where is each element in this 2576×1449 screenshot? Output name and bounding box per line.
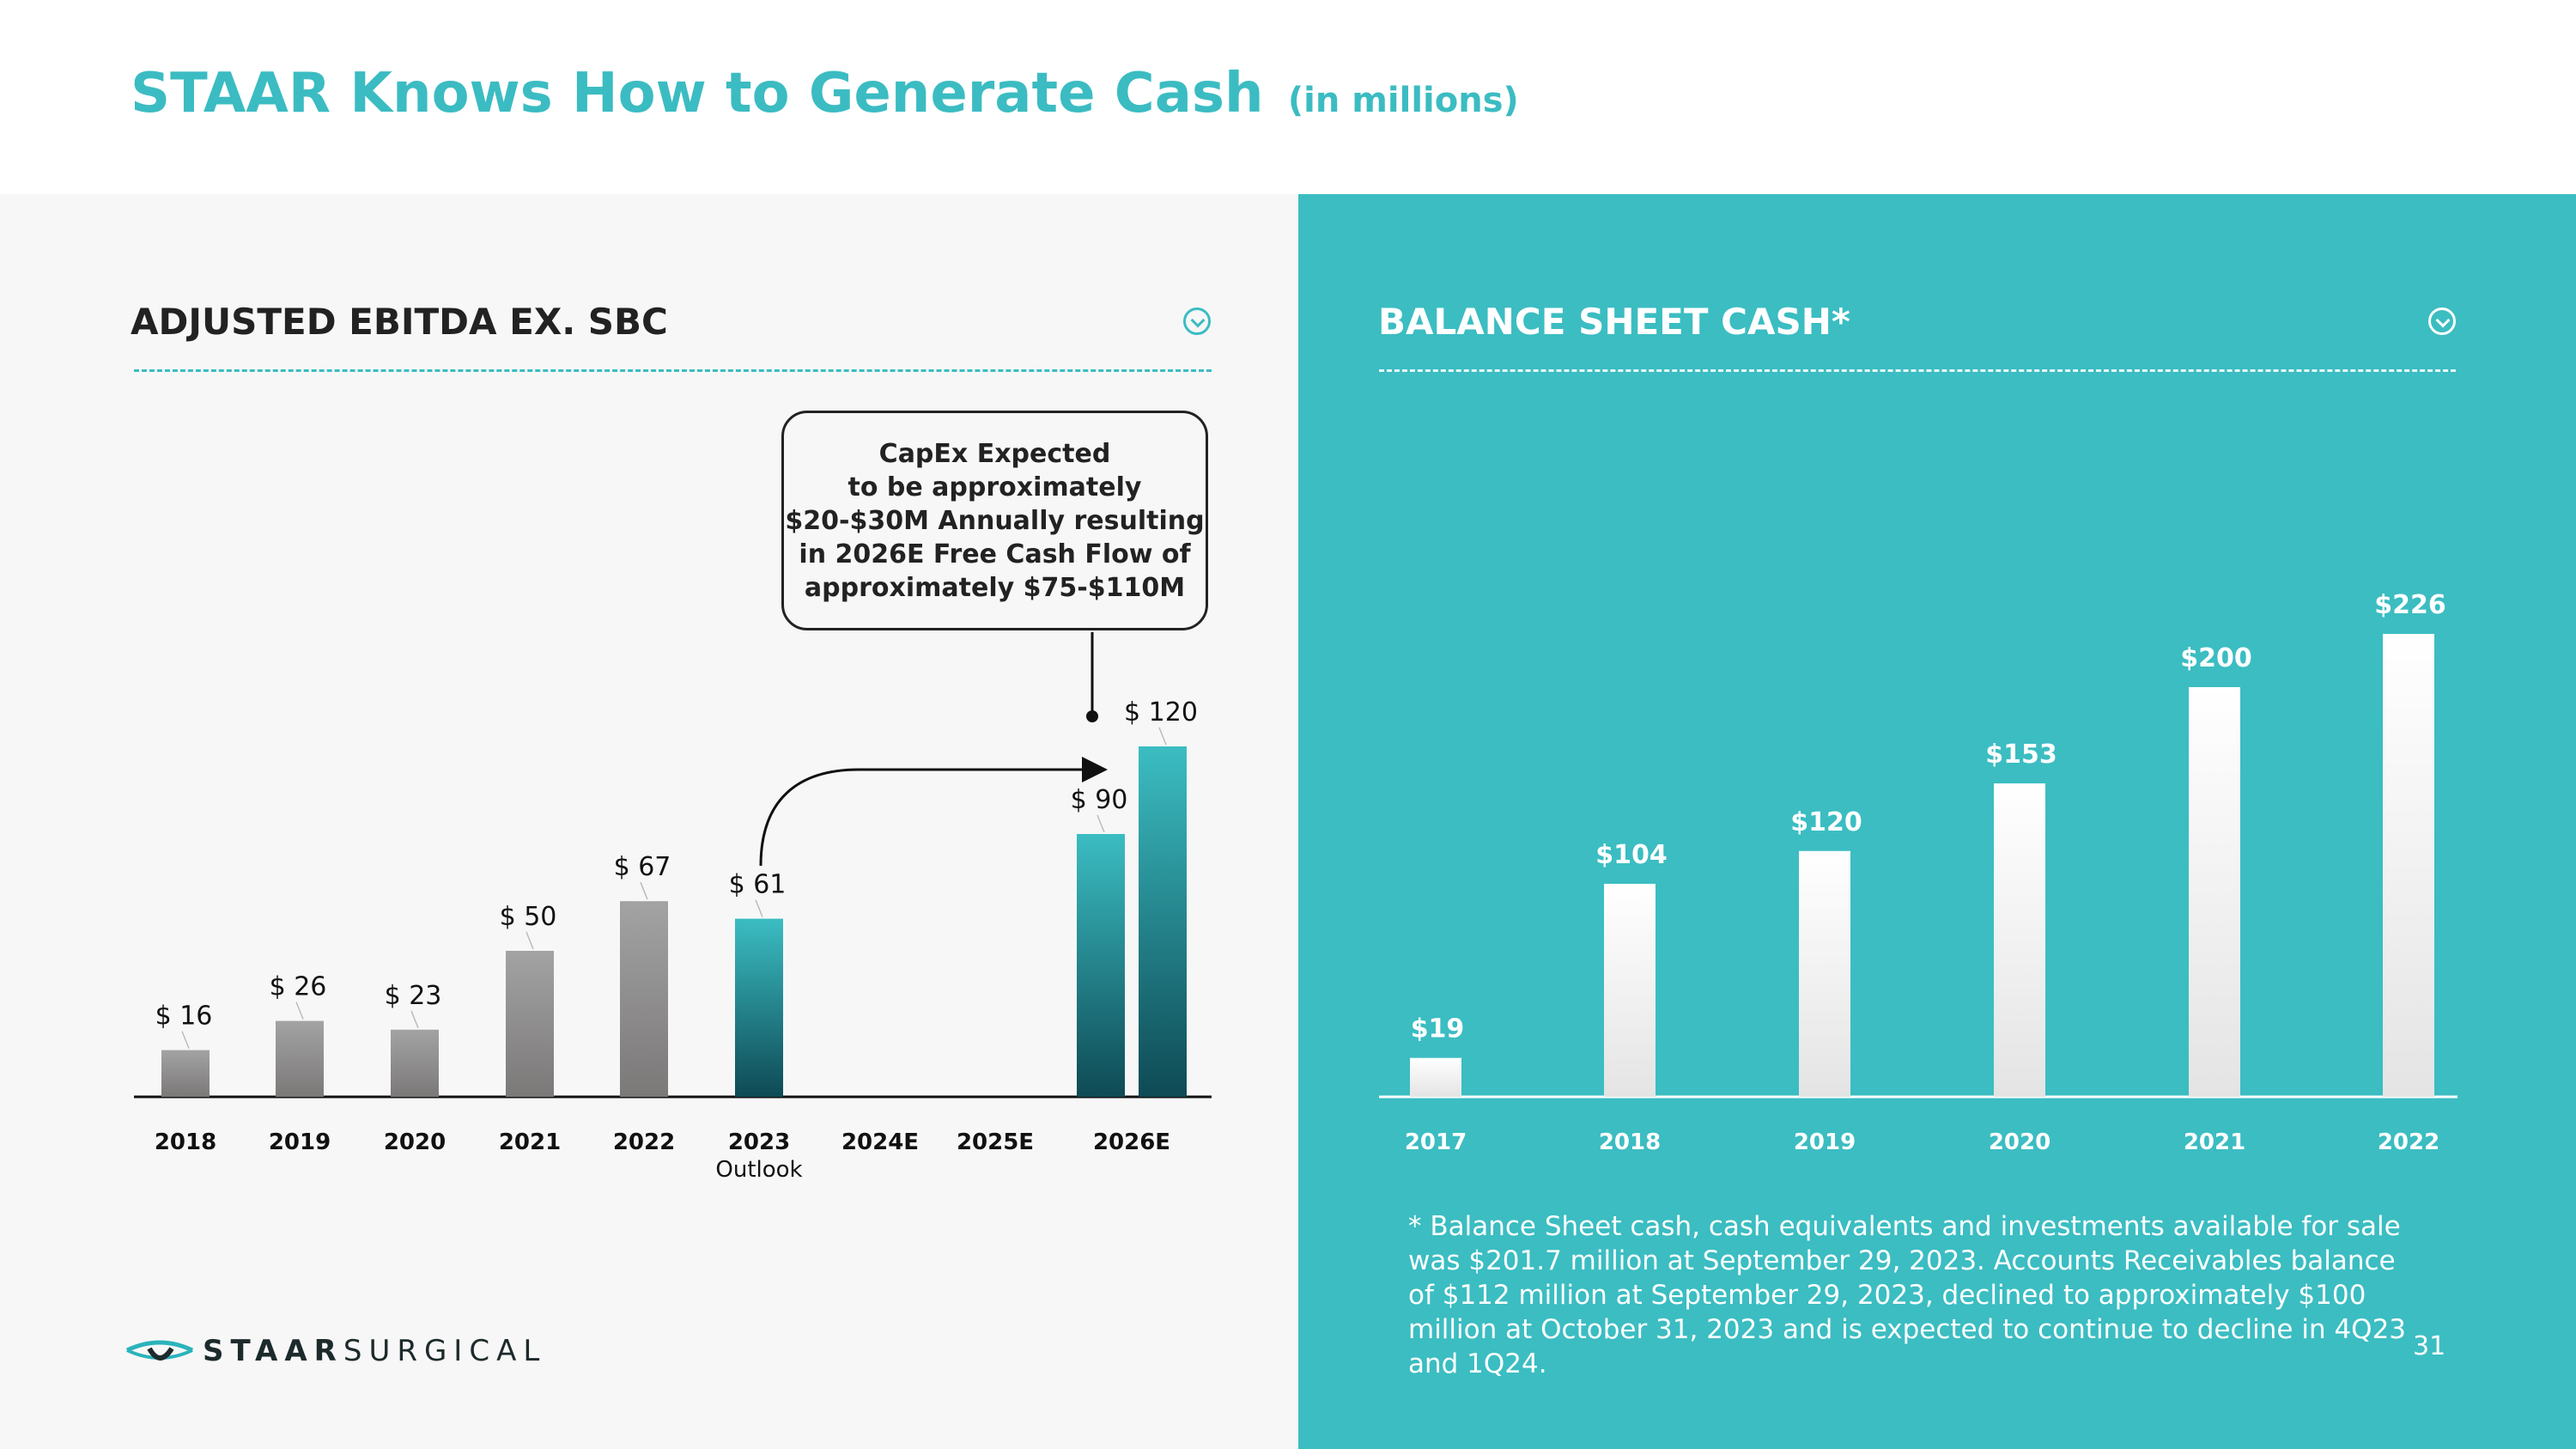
ebitda-bar <box>620 901 668 1097</box>
ebitda-data-label: $ 16 <box>155 1002 213 1032</box>
ebitda-x-tick-label: 2018 <box>155 1129 216 1155</box>
cash-x-tick-label: 2020 <box>1989 1129 2050 1155</box>
chevron-down-icon[interactable] <box>2428 307 2456 335</box>
logo-wordmark: STAARSURGICAL <box>203 1334 546 1368</box>
cash-bar <box>2189 687 2240 1097</box>
ebitda-data-label: $ 61 <box>729 870 787 900</box>
ebitda-label-leader <box>526 931 534 950</box>
cash-data-label: $226 <box>2374 590 2446 620</box>
ebitda-data-label: $ 23 <box>385 981 442 1011</box>
page-title-units: (in millions) <box>1287 81 1519 120</box>
cash-x-tick-label: 2017 <box>1405 1129 1467 1155</box>
cash-bar <box>2383 633 2434 1097</box>
chevron-down-icon[interactable] <box>1183 307 1211 335</box>
ebitda-label-leader <box>295 1002 304 1020</box>
ebitda-x-tick-label: 2020 <box>384 1129 446 1155</box>
ebitda-x-tick-label: 2026E <box>1093 1129 1170 1155</box>
cash-data-label: $153 <box>1985 740 2057 770</box>
cash-x-tick-label: 2019 <box>1794 1129 1856 1155</box>
cash-bar <box>1799 850 1850 1097</box>
ebitda-x-tick-label: 2024E <box>841 1129 919 1155</box>
ebitda-bar <box>1139 746 1187 1097</box>
cash-data-label: $200 <box>2180 643 2252 673</box>
ebitda-chart-title: ADJUSTED EBITDA EX. SBC <box>131 301 668 343</box>
cash-data-label: $104 <box>1595 840 1668 870</box>
ebitda-x-tick-label: 2021 <box>499 1129 561 1155</box>
ebitda-bar <box>506 951 554 1097</box>
cash-data-label: $19 <box>1411 1014 1465 1044</box>
ebitda-label-leader <box>410 1010 419 1029</box>
ebitda-label-leader <box>640 881 648 900</box>
ebitda-x-tick-label: 2019 <box>269 1129 331 1155</box>
cash-data-label: $120 <box>1790 807 1862 837</box>
ebitda-panel <box>0 194 1298 1449</box>
cash-x-tick-label: 2022 <box>2378 1129 2439 1155</box>
ebitda-data-label: $ 90 <box>1071 785 1128 815</box>
ebitda-bar <box>161 1050 210 1097</box>
staar-logo: STAARSURGICAL <box>124 1330 546 1373</box>
page-number: 31 <box>2413 1331 2446 1361</box>
ebitda-label-leader <box>755 899 763 917</box>
ebitda-bar <box>276 1020 324 1097</box>
cash-chart-title: BALANCE SHEET CASH* <box>1378 301 1850 343</box>
cash-divider <box>1379 369 2456 372</box>
ebitda-x-tick-label: 2022 <box>613 1129 675 1155</box>
logo-bold: STAAR <box>203 1334 343 1368</box>
cash-x-tick-label: 2021 <box>2184 1129 2245 1155</box>
ebitda-label-leader <box>181 1031 190 1049</box>
footnote: * Balance Sheet cash, cash equivalents a… <box>1408 1211 2407 1379</box>
ebitda-data-label: $ 26 <box>270 972 327 1002</box>
ebitda-bar <box>1077 834 1125 1097</box>
ebitda-divider <box>134 369 1212 372</box>
ebitda-data-label: $ 50 <box>500 902 557 932</box>
growth-arrow <box>759 757 1108 867</box>
ebitda-x-tick-label: 2025E <box>957 1129 1034 1155</box>
ebitda-label-leader <box>1158 727 1167 746</box>
cash-x-tick-label: 2018 <box>1599 1129 1661 1155</box>
callout-pointer-dot <box>1086 710 1098 722</box>
ebitda-data-label: $ 67 <box>614 852 671 882</box>
capex-callout-text: CapEx Expected to be approximately $20-$… <box>785 438 1205 603</box>
cash-panel <box>1298 194 2576 1449</box>
eye-logo-icon <box>125 1340 194 1361</box>
page-title: STAAR Knows How to Generate Cash (in mil… <box>131 62 1519 125</box>
page-title-main: STAAR Knows How to Generate Cash <box>131 62 1264 125</box>
ebitda-bar <box>735 918 783 1097</box>
cash-bar <box>1410 1057 1461 1097</box>
cash-bar <box>1604 883 1656 1097</box>
logo-light: SURGICAL <box>343 1334 547 1368</box>
ebitda-x-tick-label: Outlook <box>715 1157 802 1183</box>
ebitda-bar <box>391 1029 439 1097</box>
cash-bar <box>1994 783 2045 1097</box>
capex-callout: CapEx Expected to be approximately $20-$… <box>781 411 1208 630</box>
ebitda-x-tick-label: 2023 <box>728 1129 790 1155</box>
ebitda-data-label: $ 120 <box>1124 697 1198 728</box>
ebitda-label-leader <box>1097 814 1105 833</box>
